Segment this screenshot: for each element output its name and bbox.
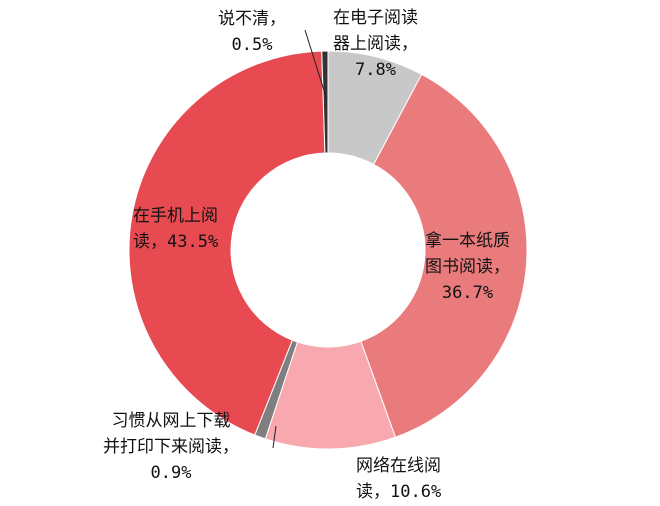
label-online-line-1: 网络在线阅 [356,456,441,476]
label-ereader-line-3: 7.8% [355,60,396,80]
label-print-line-1: 习惯从网上下载 [111,411,231,431]
label-unclear-line-1: 说不清， [218,9,286,29]
label-phone: 在手机上阅 读，43.5% [133,203,218,255]
label-ereader-line-1: 在电子阅读 [333,8,418,28]
slice-unclear [321,50,329,154]
label-ereader-line-2: 器上阅读， [333,34,418,54]
label-online: 网络在线阅 读，10.6% [356,453,441,505]
label-print-line-3: 0.9% [150,463,192,483]
label-ereader: 在电子阅读 器上阅读， 7.8% [333,5,418,83]
label-unclear-line-2: 0.5% [231,35,273,55]
slice-paper-book [360,73,528,438]
label-paper-book: 拿一本纸质 图书阅读， 36.7% [425,228,510,306]
label-print-line-2: 并打印下来阅读， [103,437,239,457]
label-phone-line-2: 读，43.5% [133,232,219,252]
leader-line-unclear [304,29,328,101]
label-paper-book-line-1: 拿一本纸质 [425,231,510,251]
leader-line-print [272,425,277,449]
slices-group [128,50,528,450]
label-online-line-2: 读，10.6% [356,482,442,502]
label-print: 习惯从网上下载 并打印下来阅读， 0.9% [103,408,239,486]
label-phone-line-1: 在手机上阅 [133,206,218,226]
slice-phone [128,50,326,436]
label-unclear: 说不清， 0.5% [218,6,286,58]
leader-lines [272,29,328,449]
label-paper-book-line-3: 36.7% [441,283,494,303]
label-paper-book-line-2: 图书阅读， [425,257,510,277]
